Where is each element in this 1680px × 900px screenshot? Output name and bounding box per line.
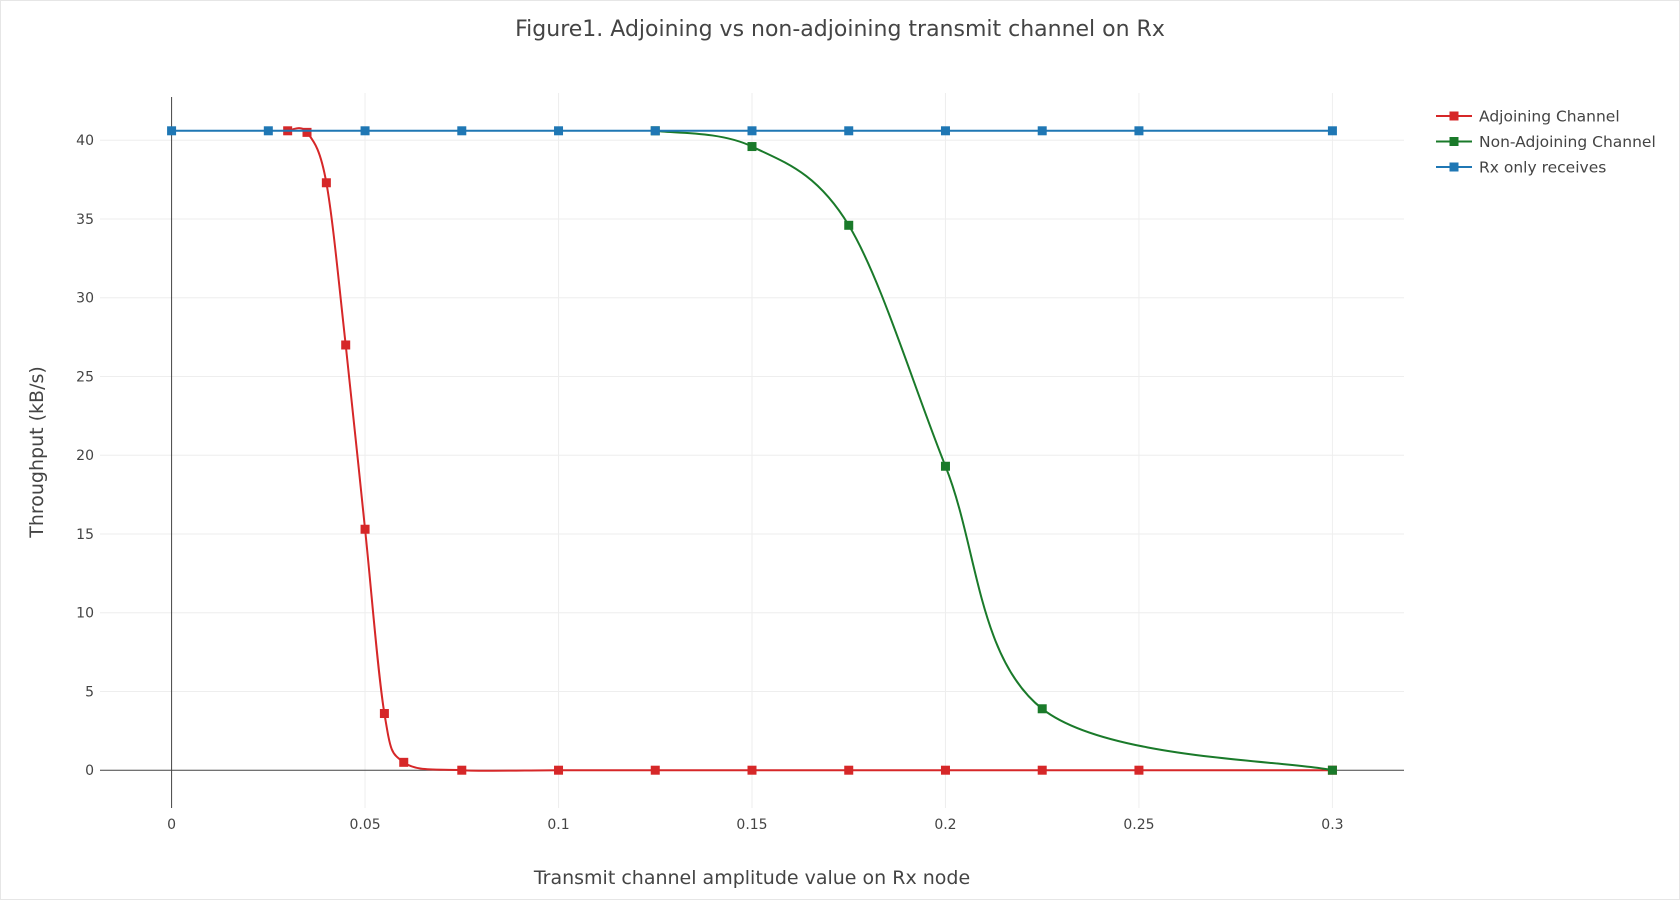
data-point[interactable] [360,126,370,136]
data-point[interactable] [457,765,467,775]
data-point[interactable] [650,126,660,136]
x-tick-label: 0.05 [349,817,380,833]
legend-label: Adjoining Channel [1479,108,1620,126]
data-point[interactable] [341,340,351,350]
y-tick-label: 35 [76,212,94,228]
data-point[interactable] [379,709,389,719]
grid [100,93,1404,808]
data-point[interactable] [844,126,854,136]
legend-marker [1449,111,1459,121]
legend-label: Non-Adjoining Channel [1479,133,1656,151]
series-non-adjoining-channel [650,126,1337,775]
data-point[interactable] [457,126,467,136]
legend-marker [1449,137,1459,146]
legend-marker [1449,162,1459,172]
x-tick-label: 0.25 [1123,817,1154,833]
data-point[interactable] [263,126,273,136]
series-line-non-adjoining-channel [655,129,1333,772]
y-tick-label: 30 [76,291,94,307]
x-tick-label: 0.15 [736,817,767,833]
legend[interactable]: Adjoining Channel Non-Adjoining Channel Rx… [1436,108,1656,177]
data-point[interactable] [554,765,564,775]
data-point[interactable] [650,765,660,775]
data-point[interactable] [1327,126,1337,136]
y-tick-label: 0 [85,763,94,779]
series-line-adjoining-channel [287,127,1333,772]
data-point[interactable] [360,524,370,534]
series-adjoining-channel [283,126,1337,775]
legend-label: Rx only receives [1479,159,1606,177]
data-point[interactable] [321,178,331,188]
series-rx-only-receives [167,126,1337,136]
legend-item-non-adjoining-channel[interactable]: Non-Adjoining Channel [1436,133,1656,151]
data-point[interactable] [302,127,312,137]
y-axis-ticks: 0 5 10 15 20 25 30 35 40 [76,133,94,779]
data-point[interactable] [554,126,564,136]
data-point[interactable] [940,765,950,775]
x-tick-label: 0.3 [1321,817,1343,833]
x-tick-label: 0.1 [547,817,569,833]
y-tick-label: 25 [76,369,94,385]
data-point[interactable] [167,126,177,136]
y-tick-label: 40 [76,133,94,149]
legend-item-rx-only-receives[interactable]: Rx only receives [1436,159,1606,177]
data-point[interactable] [1037,765,1047,775]
chart-title: Figure1. Adjoining vs non-adjoining tran… [515,17,1165,42]
x-axis-ticks: 0 0.05 0.1 0.15 0.2 0.25 0.3 [167,817,1343,833]
x-axis-title: Transmit channel amplitude value on Rx n… [533,867,970,889]
legend-item-adjoining-channel[interactable]: Adjoining Channel [1436,108,1620,126]
y-tick-label: 5 [85,684,94,700]
data-point[interactable] [844,765,854,775]
data-point[interactable] [747,126,757,136]
data-point[interactable] [1037,126,1047,136]
data-point[interactable] [747,142,757,152]
data-point[interactable] [1037,704,1047,714]
y-tick-label: 20 [76,448,94,464]
data-point[interactable] [747,765,757,775]
x-tick-label: 0.2 [934,817,956,833]
series-layer [167,126,1337,775]
data-point[interactable] [844,220,854,230]
x-tick-label: 0 [167,817,176,833]
data-point[interactable] [1327,765,1337,775]
data-point[interactable] [1134,126,1144,136]
data-point[interactable] [1134,765,1144,775]
data-point[interactable] [940,126,950,136]
data-point[interactable] [940,461,950,471]
y-axis-title: Throughput (kB/s) [26,366,48,539]
y-tick-label: 10 [76,606,94,622]
data-point[interactable] [399,757,409,767]
y-tick-label: 15 [76,527,94,543]
